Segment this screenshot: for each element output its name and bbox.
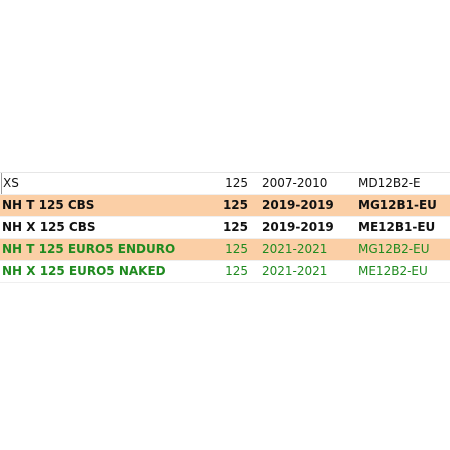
engine-size: 125 — [225, 264, 248, 278]
year-range: 2007-2010 — [262, 176, 328, 190]
model-code: ME12B1-EU — [358, 220, 436, 234]
model-code: ME12B2-EU — [358, 264, 428, 278]
model-name: NH T 125 CBS — [2, 198, 95, 212]
table-row: NH X 125 EURO5 NAKED 125 2021-2021 ME12B… — [0, 261, 450, 283]
model-name: NH X 125 CBS — [2, 220, 96, 234]
engine-size: 125 — [225, 176, 248, 190]
year-range: 2021-2021 — [262, 242, 328, 256]
table-row: XS 125 2007-2010 MD12B2-E — [0, 173, 450, 195]
model-name: NH T 125 EURO5 ENDURO — [2, 242, 176, 256]
year-range: 2021-2021 — [262, 264, 328, 278]
model-name: XS — [1, 173, 19, 194]
model-code: MG12B1-EU — [358, 198, 437, 212]
table-row: NH T 125 CBS 125 2019-2019 MG12B1-EU — [0, 195, 450, 217]
table-row: NH T 125 EURO5 ENDURO 125 2021-2021 MG12… — [0, 239, 450, 261]
model-code: MD12B2-E — [358, 176, 421, 190]
year-range: 2019-2019 — [262, 198, 334, 212]
model-name: NH X 125 EURO5 NAKED — [2, 264, 166, 278]
engine-size: 125 — [222, 198, 248, 212]
year-range: 2019-2019 — [262, 220, 334, 234]
engine-size: 125 — [222, 220, 248, 234]
model-code: MG12B2-EU — [358, 242, 430, 256]
engine-size: 125 — [225, 242, 248, 256]
table-row: NH X 125 CBS 125 2019-2019 ME12B1-EU — [0, 217, 450, 239]
model-table: XS 125 2007-2010 MD12B2-E NH T 125 CBS 1… — [0, 172, 450, 283]
